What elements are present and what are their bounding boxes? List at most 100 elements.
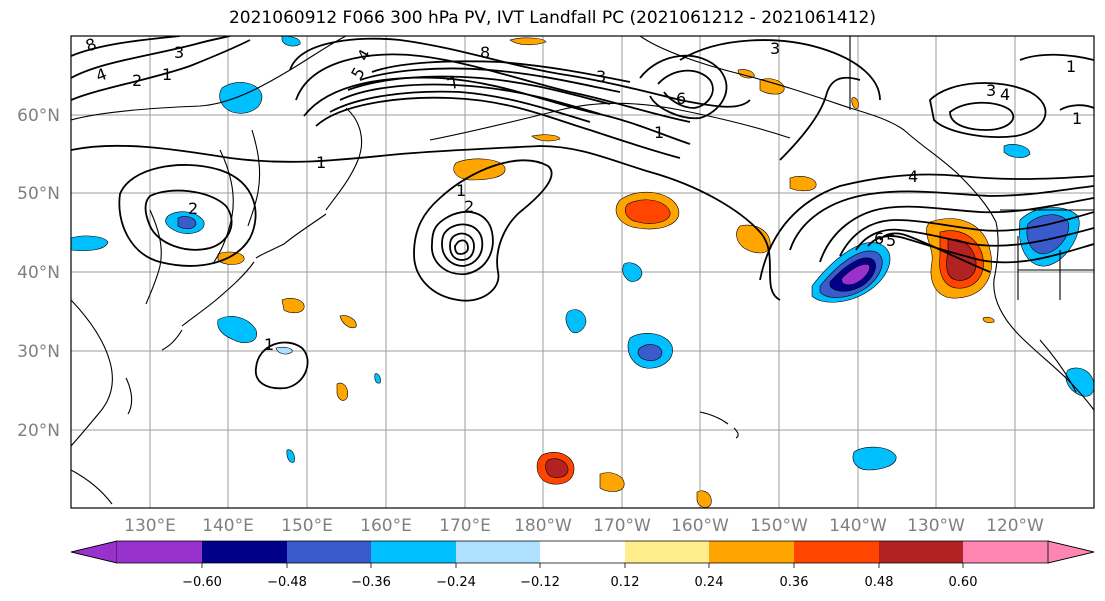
contour-label: 2 [464,197,474,216]
ivt-negative-patch [217,316,257,343]
contour-label: 6 [874,229,884,248]
contour-label: 4 [908,167,918,186]
colorbar-tick-label: 0.24 [695,575,724,590]
pv-contour [71,39,251,101]
coastline-philippines [71,469,113,505]
ivt-positive-patch [453,158,506,181]
contour-label: 1 [654,123,664,142]
ivt-positive-patch [696,490,712,508]
colorbar-tick-labels: −0.60 −0.48 −0.36 −0.24 −0.12 0.12 0.24 … [182,575,977,590]
ivt-positive-patch [281,298,305,314]
pv-contour [1019,53,1094,61]
ivt-positive-patch [625,199,671,224]
coastline-kamchatka [325,107,363,211]
pv-contour [289,37,751,108]
lon-label: 170°W [593,516,651,536]
colorbar-extend-high [1047,540,1095,564]
pv-contour [855,227,1094,251]
hawaii-islands [699,411,739,439]
colorbar-segment [371,541,456,563]
ivt-positive-patch [736,224,771,254]
lat-label: 30°N [17,342,60,362]
contour-label: 4 [1000,85,1010,104]
pv-contour [867,235,1094,264]
contour-label: 3 [986,81,996,100]
contour-label: 1 [264,335,274,354]
pv-contour [1059,104,1094,111]
pv-contour [347,75,611,105]
coastline-kurils [255,213,327,259]
longitude-labels: 130°E 140°E 150°E 160°E 170°E 180°W 170°… [124,516,1044,536]
ivt-positive-patch [789,176,817,192]
lon-label: 130°W [907,516,965,536]
contour-label: 3 [596,67,606,86]
ivt-negative-patch [1065,367,1094,397]
coastline-asia-east [213,149,234,263]
colorbar-segment [709,541,794,563]
ivt-negative-patch [374,373,381,384]
lon-label: 160°W [671,516,729,536]
pv-contour [315,96,681,159]
lon-label: 180°W [514,516,572,536]
ivt-negative-patch [852,446,897,471]
contour-label: 6 [676,89,686,108]
coastline-alaska [639,36,905,131]
colorbar-ticks [201,563,964,568]
contour-label: 2 [188,199,198,218]
pv-contour [789,185,1094,251]
gridlines [71,36,1094,508]
pv-contour [679,39,881,101]
colorbar-tick-label: −0.60 [182,575,222,590]
coastline-taiwan [125,377,133,415]
pv-contour [657,69,714,109]
colorbar-segment [202,541,287,563]
ivt-positive-patch [217,251,245,265]
pv-contour [839,211,1094,257]
ivt-positive-patch [339,315,357,329]
pv-contour [144,189,233,251]
pv-contour [371,60,631,83]
pv-contour [339,83,601,115]
contour-label: 3 [770,39,780,58]
colorbar: −0.60 −0.48 −0.36 −0.24 −0.12 0.12 0.24 … [70,540,1095,590]
pv-contour [71,36,231,79]
lon-label: 120°W [986,516,1044,536]
latitude-labels: 60°N 50°N 40°N 30°N 20°N [17,106,60,441]
contour-label: 5 [886,231,896,250]
pv-contour [329,90,591,123]
ivt-negative-patch [275,346,293,355]
pv-contour [819,197,1094,263]
colorbar-segment [963,541,1048,563]
pv-contour [71,36,181,57]
ivt-negative-patch [1003,144,1031,158]
colorbar-extend-low [70,540,118,564]
coastline-japan-kyushu [161,329,183,351]
colorbar-segment [456,541,540,563]
ivt-negative-patch [286,449,295,463]
lat-label: 60°N [17,106,60,126]
colorbar-segment [625,541,709,563]
lon-label: 150°W [750,516,808,536]
pv-contour [431,210,494,275]
ivt-negative-patch [565,309,587,334]
colorbar-tick-label: −0.24 [436,575,476,590]
contour-label: 1 [162,65,172,84]
pv-contours [71,36,1094,390]
pv-contour [449,232,475,261]
colorbar-outline [70,540,1095,564]
lon-label: 160°E [360,516,412,536]
lon-label: 130°E [124,516,176,536]
pv-contour [929,82,1047,138]
contour-label: 2 [132,71,142,90]
colorbar-tick-label: −0.12 [520,575,560,590]
ivt-negative-patch [177,216,197,230]
ivt-negative-patch [281,36,301,47]
lon-label: 150°E [281,516,333,536]
ivt-positive-patch [982,316,995,324]
colorbar-tick-label: 0.36 [780,575,809,590]
lon-label: 170°E [439,516,491,536]
ivt-negative-patch [219,82,263,114]
lon-label: 140°E [202,516,254,536]
ivt-negative-patch [841,263,870,286]
